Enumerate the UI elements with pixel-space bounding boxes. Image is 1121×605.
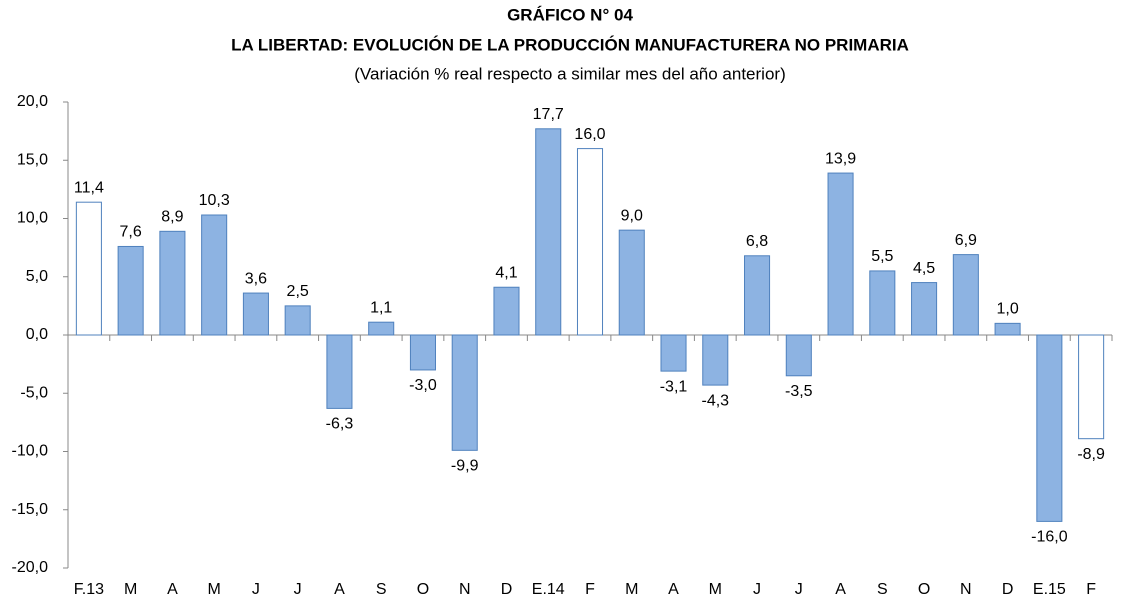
x-tick-label: O — [417, 581, 429, 598]
x-tick-label: E.15 — [1033, 581, 1066, 598]
bar — [827, 172, 854, 336]
bar — [911, 282, 938, 336]
x-tick-label: A — [668, 581, 679, 598]
bar — [952, 254, 979, 336]
x-tick-label: J — [294, 581, 302, 598]
y-tick-label: 15,0 — [17, 151, 48, 168]
x-tick-label: A — [167, 581, 178, 598]
bar — [1078, 334, 1105, 440]
x-tick-label: A — [334, 581, 345, 598]
value-label: 17,7 — [533, 106, 564, 123]
value-label: 6,8 — [746, 233, 768, 250]
x-tick-label: F — [585, 581, 595, 598]
x-tick-label: N — [960, 581, 972, 598]
x-tick-label: E.14 — [532, 581, 565, 598]
value-label: 1,0 — [996, 301, 1018, 318]
bar — [576, 148, 604, 336]
x-tick-label: M — [709, 581, 722, 598]
bar — [242, 292, 269, 336]
value-label: 7,6 — [120, 224, 142, 241]
x-tick-label: S — [376, 581, 387, 598]
value-label: 1,1 — [370, 299, 392, 316]
x-tick-label: S — [877, 581, 888, 598]
x-tick-label: A — [835, 581, 846, 598]
value-label: 4,1 — [495, 264, 517, 281]
value-label: 13,9 — [825, 150, 856, 167]
value-label: 3,6 — [245, 270, 267, 287]
value-label: -4,3 — [701, 392, 729, 409]
x-tick-label: J — [252, 581, 260, 598]
bar — [535, 128, 562, 336]
value-label: -6,3 — [326, 416, 354, 433]
bar — [409, 334, 436, 371]
bar — [159, 230, 186, 336]
bar — [1036, 334, 1063, 522]
bar — [75, 201, 102, 336]
x-tick-label: M — [625, 581, 638, 598]
bar — [618, 229, 645, 336]
y-tick-label: 10,0 — [17, 210, 48, 227]
value-label: -3,5 — [785, 383, 813, 400]
x-tick-label: D — [501, 581, 513, 598]
value-label: 9,0 — [621, 207, 643, 224]
x-tick-label: J — [795, 581, 803, 598]
bar — [284, 305, 311, 336]
bar — [493, 286, 520, 336]
bar — [660, 334, 687, 372]
x-tick-label: M — [124, 581, 137, 598]
chart-note: (Variación % real respecto a similar mes… — [354, 64, 785, 83]
y-tick-label: -10,0 — [12, 443, 49, 460]
value-label: 5,5 — [871, 248, 893, 265]
y-tick-label: 5,0 — [26, 268, 48, 285]
bar — [744, 255, 771, 336]
bar — [702, 334, 729, 386]
bar — [201, 214, 228, 336]
x-tick-label: O — [918, 581, 930, 598]
value-label: 6,9 — [955, 232, 977, 249]
value-label: 2,5 — [287, 283, 309, 300]
x-tick-label: F.13 — [74, 581, 104, 598]
x-tick-label: D — [1002, 581, 1014, 598]
value-label: 4,5 — [913, 260, 935, 277]
bar — [326, 334, 353, 409]
bar — [869, 270, 896, 336]
value-label: -16,0 — [1031, 529, 1068, 546]
x-tick-label: J — [753, 581, 761, 598]
value-label: 8,9 — [161, 209, 183, 226]
x-tick-label: N — [459, 581, 471, 598]
chart-title: GRÁFICO N° 04 — [507, 5, 633, 24]
value-label: -3,0 — [409, 377, 437, 394]
bar — [785, 334, 812, 377]
y-tick-label: -5,0 — [20, 384, 48, 401]
y-tick-label: -20,0 — [12, 559, 49, 576]
value-label: 11,4 — [74, 179, 104, 196]
x-tick-label: M — [207, 581, 220, 598]
y-tick-label: 0,0 — [26, 326, 48, 343]
value-label: 10,3 — [199, 192, 230, 209]
x-tick-label: F — [1086, 581, 1096, 598]
y-tick-label: -15,0 — [12, 501, 49, 518]
value-label: -9,9 — [451, 458, 479, 475]
bar — [368, 321, 395, 336]
value-label: -8,9 — [1077, 446, 1105, 463]
chart-subtitle: LA LIBERTAD: EVOLUCIÓN DE LA PRODUCCIÓN … — [231, 35, 909, 54]
bar — [994, 322, 1021, 336]
bar — [117, 245, 144, 336]
y-tick-label: 20,0 — [17, 93, 48, 110]
value-label: -3,1 — [660, 378, 688, 395]
value-label: 16,0 — [574, 126, 605, 143]
bar — [451, 334, 478, 451]
